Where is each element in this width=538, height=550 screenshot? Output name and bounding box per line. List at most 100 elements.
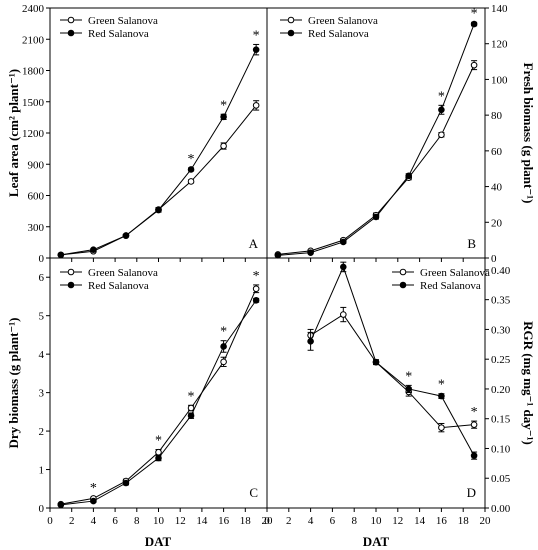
- series-green: [274, 60, 478, 258]
- y-tick-label: 20: [491, 217, 503, 229]
- y-tick-label: 40: [491, 182, 503, 194]
- significance-star: *: [220, 325, 227, 340]
- y-axis-title: Leaf area (cm² plant⁻¹): [6, 69, 21, 197]
- series-line: [310, 265, 475, 456]
- data-point: [187, 166, 195, 173]
- legend-label-green: Green Salanova: [420, 267, 490, 279]
- legend-marker: [67, 268, 75, 276]
- legend-marker: [67, 281, 75, 289]
- data-point: [220, 113, 227, 121]
- y-tick-label: 0: [39, 503, 45, 515]
- y-tick-label: 300: [28, 222, 45, 234]
- significance-star: *: [188, 389, 195, 404]
- y-tick-label: 0: [39, 253, 45, 265]
- x-tick-label: 14: [414, 515, 426, 527]
- y-tick-label: 0.00: [491, 503, 511, 515]
- x-tick-label: 8: [134, 515, 140, 527]
- data-point: [187, 404, 195, 412]
- x-tick-label: 16: [218, 515, 230, 527]
- data-point: [57, 501, 65, 509]
- data-point: [372, 213, 380, 221]
- data-point: [155, 454, 162, 462]
- significance-star: *: [90, 481, 97, 496]
- data-point: [187, 178, 195, 185]
- y-tick-label: 80: [491, 110, 503, 122]
- legend-marker: [399, 281, 407, 289]
- legend-marker: [67, 16, 75, 24]
- y-tick-label: 0.10: [491, 443, 511, 455]
- data-point: [470, 421, 478, 428]
- data-point: [307, 249, 314, 256]
- significance-star: *: [188, 152, 195, 167]
- x-tick-label: 6: [112, 515, 118, 527]
- data-point: [252, 285, 260, 293]
- legend-label-green: Green Salanova: [308, 15, 378, 27]
- panel-letter: D: [467, 485, 476, 500]
- data-point: [372, 358, 380, 366]
- data-point: [90, 246, 97, 253]
- y-tick-label: 0.05: [491, 473, 511, 485]
- y-tick-label: 140: [491, 3, 508, 15]
- data-point: [405, 172, 413, 180]
- data-point: [438, 424, 445, 431]
- x-tick-label: 16: [436, 515, 448, 527]
- panel-letter: C: [249, 485, 258, 500]
- legend-marker: [287, 16, 295, 24]
- x-tick-label: 18: [240, 515, 252, 527]
- x-tick-label: 4: [308, 515, 314, 527]
- legend-marker: [399, 268, 407, 276]
- data-point: [274, 252, 282, 259]
- legend-marker: [287, 29, 295, 37]
- series-line: [60, 49, 257, 256]
- data-point: [252, 297, 260, 304]
- y-tick-label: 2: [39, 426, 45, 438]
- panel-letter: B: [467, 236, 476, 251]
- x-tick-label: 6: [330, 515, 336, 527]
- series-green: [57, 284, 260, 508]
- y-tick-label: 900: [28, 159, 45, 171]
- data-point: [438, 131, 445, 139]
- y-tick-label: 2400: [22, 3, 45, 15]
- panel-b: 0 20 40 60 80 100 120 140 Fresh biomass (g plant…: [266, 3, 536, 265]
- series-green: [57, 100, 260, 259]
- significance-star: *: [155, 434, 162, 449]
- x-tick-label: 14: [196, 515, 208, 527]
- x-tick-label: 12: [392, 515, 403, 527]
- x-tick-label: 0: [47, 515, 53, 527]
- y-axis-title: Fresh biomass (g plant⁻¹): [521, 63, 536, 204]
- series-line: [60, 288, 257, 505]
- y-tick-label: 0.25: [491, 354, 511, 366]
- series-red: [57, 43, 260, 259]
- x-tick-label: 2: [69, 515, 75, 527]
- series-red: [57, 297, 260, 509]
- y-tick-label: 0: [491, 253, 497, 265]
- x-tick-label: 20: [480, 515, 492, 527]
- legend-marker: [67, 29, 75, 37]
- y-tick-label: 5: [39, 311, 45, 323]
- x-tick-label: 10: [371, 515, 383, 527]
- y-tick-label: 2100: [22, 34, 45, 46]
- legend-label-red: Red Salanova: [88, 280, 149, 292]
- legend-label-red: Red Salanova: [420, 280, 481, 292]
- data-point: [122, 479, 130, 487]
- y-axis-title: RGR (mg mg⁻¹ day⁻¹): [521, 321, 536, 445]
- panel-a: 0 300 600 900 1200 1500 1800 2100 2400 Leaf area …: [6, 3, 268, 265]
- data-point: [122, 232, 130, 239]
- panel-d: 0.00 0.05 0.10 0.15 0.20 0.25 0.30 0.35 0.40 0 2 4 6…: [264, 257, 536, 527]
- data-point: [187, 412, 195, 419]
- data-point: [220, 343, 227, 350]
- x-axis-title-left: DAT: [145, 534, 172, 549]
- series-line: [60, 105, 257, 256]
- plot-frame: [49, 257, 268, 509]
- series-red: [274, 20, 478, 259]
- legend-label-green: Green Salanova: [88, 267, 158, 279]
- legend-label-red: Red Salanova: [88, 28, 149, 40]
- x-tick-label: 4: [91, 515, 97, 527]
- y-tick-label: 1800: [22, 66, 45, 78]
- series-red: [307, 261, 478, 460]
- legend-label-green: Green Salanova: [88, 15, 158, 27]
- y-tick-label: 0.35: [491, 295, 511, 307]
- series-green: [307, 306, 478, 433]
